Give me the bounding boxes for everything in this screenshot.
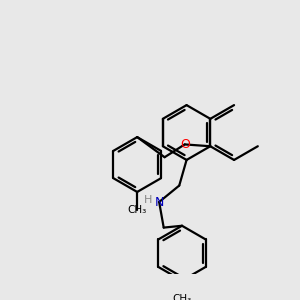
Text: N: N: [154, 196, 164, 208]
Text: CH₃: CH₃: [128, 205, 147, 215]
Text: H: H: [144, 195, 152, 205]
Text: O: O: [180, 138, 190, 151]
Text: CH₃: CH₃: [172, 294, 192, 300]
